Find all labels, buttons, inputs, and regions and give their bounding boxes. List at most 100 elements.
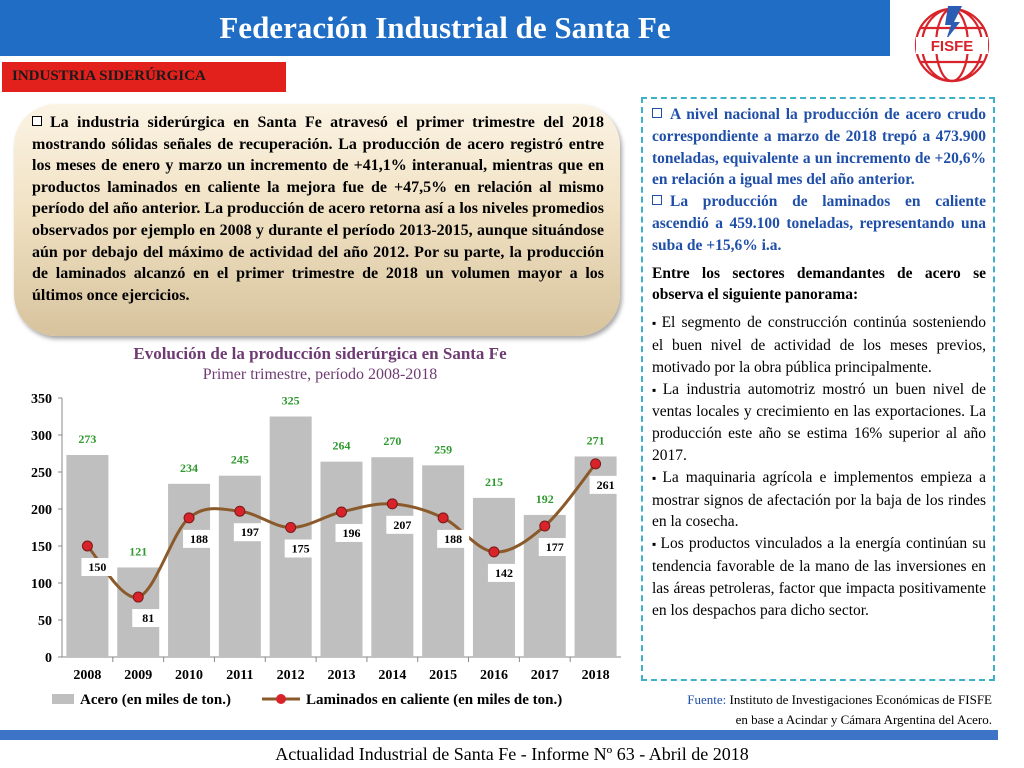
y-tick-label: 250 (31, 466, 52, 481)
line-value-label: 177 (546, 540, 564, 554)
line-point-laminados (183, 512, 195, 524)
line-label-bg (487, 563, 520, 582)
right-panel-text: A nivel nacional la producción de acero … (652, 104, 986, 621)
summary-text-block: La industria siderúrgica en Santa Fe atr… (32, 112, 604, 306)
line-point-laminados (81, 540, 93, 552)
bar-value-label: 264 (333, 439, 351, 453)
sectors-intro: Entre los sectores demandantes de acero … (652, 264, 986, 304)
line-value-label: 196 (343, 526, 361, 540)
line-label-bg (183, 529, 216, 548)
section-tag: INDUSTRIA SIDERÚRGICA (2, 62, 286, 92)
header-bar: Federación Industrial de Santa Fe (0, 0, 890, 56)
x-tick-label: 2014 (378, 668, 406, 683)
line-label-bg (335, 523, 368, 542)
bar-acero (422, 465, 465, 657)
line-value-label: 188 (444, 532, 462, 546)
bar-acero (371, 457, 414, 657)
production-chart: 0 50 100 150 200 250 300 350 273 2008 121 2009 234 20… (31, 392, 622, 708)
bar-value-label: 121 (129, 544, 147, 558)
bar-acero (218, 475, 261, 657)
bar-value-label: 273 (78, 432, 96, 446)
legend-swatch-acero (52, 694, 74, 704)
logo-text: FISFE (931, 38, 974, 55)
x-tick-label: 2010 (175, 668, 203, 683)
y-tick-label: 150 (31, 540, 52, 555)
y-tick-label: 0 (45, 651, 52, 666)
line-value-label: 207 (393, 518, 411, 532)
bar-acero (66, 454, 109, 657)
x-tick-label: 2011 (226, 668, 253, 683)
line-point-laminados (132, 591, 144, 603)
line-point-laminados (234, 505, 246, 517)
chart-subtitle: Primer trimestre, período 2008-2018 (202, 366, 438, 383)
line-point-laminados (437, 512, 449, 524)
line-value-label: 175 (292, 542, 310, 556)
bullet-icon: ▪ (652, 316, 659, 331)
line-label-bg (132, 609, 165, 628)
y-tick-label: 300 (31, 429, 52, 444)
right-panel (641, 97, 995, 681)
x-tick-label: 2013 (328, 668, 356, 683)
y-tick-label: 100 (31, 577, 52, 592)
checkbox-bullet-icon (32, 116, 42, 126)
source-line-1: Instituto de Investigaciones Económicas … (729, 692, 992, 707)
x-tick-label: 2009 (124, 668, 152, 683)
source-label: Fuente: (687, 692, 727, 707)
bar-value-label: 259 (434, 442, 452, 456)
legend-marker-laminados (276, 694, 286, 704)
x-tick-label: 2017 (531, 668, 559, 683)
x-tick-label: 2012 (277, 668, 305, 683)
sector-item-automotive: ▪ La industria automotriz mostró un buen … (652, 380, 986, 464)
line-value-label: 142 (495, 566, 513, 580)
line-point-laminados (285, 522, 297, 533)
y-tick-label: 350 (31, 392, 52, 407)
bar-acero (320, 461, 363, 657)
line-label-bg (233, 523, 266, 542)
line-value-label: 81 (142, 611, 154, 625)
national-item-2: La producción de laminados en caliente a… (652, 193, 986, 254)
summary-box (14, 104, 620, 336)
x-tick-label: 2018 (582, 668, 610, 683)
sector-item-agricultural: ▪ La maquinaria agrícola e implementos em… (652, 468, 986, 531)
fisfe-logo: FISFE (914, 6, 990, 83)
bar-value-label: 325 (282, 394, 300, 408)
national-item-1: A nivel nacional la producción de acero … (652, 106, 986, 189)
line-value-label: 188 (190, 532, 208, 546)
checkbox-bullet-icon (652, 108, 662, 118)
summary-paragraph: La industria siderúrgica en Santa Fe atr… (32, 114, 604, 304)
line-label-bg (284, 539, 317, 558)
bullet-icon: ▪ (652, 537, 658, 552)
sector-item-energy: ▪ Los productos vinculados a la energía c… (652, 535, 986, 619)
x-tick-label: 2016 (480, 668, 508, 683)
line-point-laminados (488, 546, 500, 558)
bullet-icon: ▪ (652, 382, 660, 397)
line-value-label: 197 (241, 525, 259, 539)
y-tick-label: 50 (38, 614, 52, 629)
legend-label-laminados: Laminados en caliente (en miles de ton.) (306, 692, 562, 708)
page-title: Federación Industrial de Santa Fe (219, 10, 671, 45)
line-label-bg (589, 475, 622, 494)
bar-acero (269, 416, 312, 657)
source-note: Fuente: Instituto de Investigaciones Eco… (630, 690, 992, 730)
bar-value-label: 270 (383, 434, 401, 448)
line-value-label: 261 (597, 478, 615, 492)
bar-value-label: 234 (180, 461, 198, 475)
line-value-label: 150 (88, 560, 106, 574)
bar-value-label: 192 (536, 492, 554, 506)
line-point-laminados (386, 498, 398, 510)
line-label-bg (386, 515, 419, 534)
x-tick-label: 2008 (73, 668, 101, 683)
bar-value-label: 271 (587, 433, 605, 447)
x-tick-label: 2015 (429, 668, 457, 683)
y-tick-label: 200 (31, 503, 52, 518)
bar-value-label: 245 (231, 453, 249, 467)
bullet-icon: ▪ (652, 470, 660, 485)
line-label-bg (538, 538, 571, 557)
section-label: INDUSTRIA SIDERÚRGICA (12, 68, 206, 84)
chart-title: Evolución de la producción siderúrgica e… (133, 344, 507, 363)
line-label-bg (81, 558, 114, 576)
line-point-laminados (590, 458, 602, 470)
bar-value-label: 215 (485, 475, 503, 489)
sector-item-construction: ▪ El segmento de construcción continúa so… (652, 314, 986, 376)
line-label-bg (437, 529, 470, 548)
